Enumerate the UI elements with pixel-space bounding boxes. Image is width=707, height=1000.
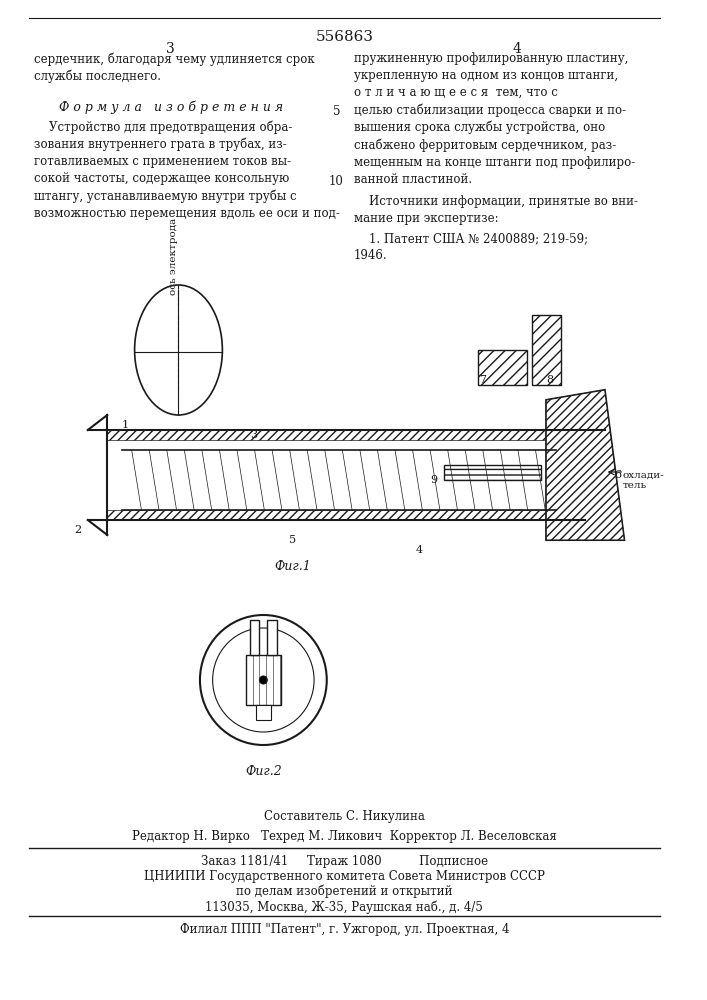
Text: Устройство для предотвращения обра-
зования внутреннего грата в трубах, из-
гота: Устройство для предотвращения обра- зова… [34, 120, 340, 220]
Text: по делам изобретений и открытий: по делам изобретений и открытий [236, 885, 452, 898]
Bar [107, 430, 547, 440]
Bar [246, 655, 281, 705]
Bar [532, 315, 561, 385]
Text: ось электрода: ось электрода [169, 218, 178, 295]
Text: ЦНИИПИ Государственного комитета Совета Министров СССР: ЦНИИПИ Государственного комитета Совета … [144, 870, 545, 883]
Bar [444, 465, 542, 480]
Bar [107, 510, 547, 520]
Text: 5: 5 [333, 105, 340, 118]
Text: 6: 6 [614, 470, 621, 480]
Text: 9: 9 [431, 475, 438, 485]
Text: Источники информации, принятые во вни-
мание при экспертизе:: Источники информации, принятые во вни- м… [354, 195, 638, 225]
Text: сердечник, благодаря чему удлиняется срок
службы последнего.: сердечник, благодаря чему удлиняется сро… [34, 52, 315, 83]
Text: 556863: 556863 [315, 30, 373, 44]
Polygon shape [547, 390, 624, 540]
Text: Редактор Н. Вирко   Техред М. Ликович  Корректор Л. Веселовская: Редактор Н. Вирко Техред М. Ликович Корр… [132, 830, 556, 843]
Text: Ф о р м у л а   и з о б р е т е н и я: Ф о р м у л а и з о б р е т е н и я [59, 100, 283, 113]
Text: Фиг.2: Фиг.2 [245, 765, 281, 778]
Text: 1. Патент США № 2400889; 219-59;
1946.: 1. Патент США № 2400889; 219-59; 1946. [354, 232, 588, 262]
Text: 3: 3 [250, 430, 257, 440]
Text: 5: 5 [289, 535, 296, 545]
Text: 3: 3 [166, 42, 175, 56]
Text: 7: 7 [479, 375, 486, 385]
Bar [250, 620, 259, 655]
Text: 1: 1 [122, 420, 129, 430]
Circle shape [259, 676, 267, 684]
Text: 113035, Москва, Ж-35, Раушская наб., д. 4/5: 113035, Москва, Ж-35, Раушская наб., д. … [205, 900, 484, 914]
Text: 4: 4 [513, 42, 521, 56]
Text: 10: 10 [329, 175, 344, 188]
Bar [267, 620, 277, 655]
Text: Филиал ППП "Патент", г. Ужгород, ул. Проектная, 4: Филиал ППП "Патент", г. Ужгород, ул. Про… [180, 923, 509, 936]
Text: охлади-
тель: охлади- тель [622, 470, 664, 490]
Bar [478, 350, 527, 385]
Text: Фиг.1: Фиг.1 [274, 560, 311, 573]
Text: Составитель С. Никулина: Составитель С. Никулина [264, 810, 425, 823]
Bar [255, 705, 271, 720]
Text: пружиненную профилированную пластину,
укрепленную на одном из концов штанги,
о т: пружиненную профилированную пластину, ук… [354, 52, 636, 186]
Text: Заказ 1181/41     Тираж 1080          Подписное: Заказ 1181/41 Тираж 1080 Подписное [201, 855, 488, 868]
Text: 8: 8 [547, 375, 554, 385]
Text: 2: 2 [74, 525, 81, 535]
Text: 4: 4 [416, 545, 423, 555]
